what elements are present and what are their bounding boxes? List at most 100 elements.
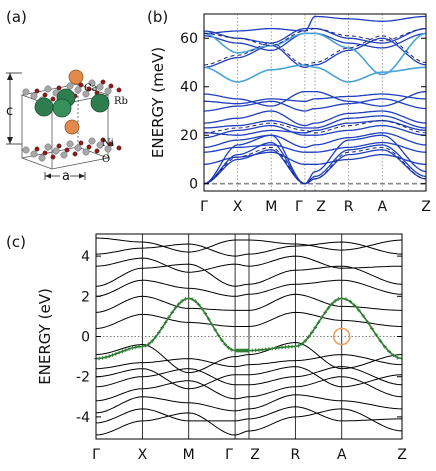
o-atom [94,148,100,154]
highlight-marker [323,310,327,315]
ni-atom [104,145,112,153]
o-atom [56,85,62,91]
atom-label-ni: Ni [102,138,114,149]
band-line [203,27,427,44]
highlight-marker [333,299,337,303]
highlight-marker [306,335,311,339]
highlight-marker [107,354,112,359]
highlight-marker [277,345,281,350]
rb-atom [52,98,72,118]
o-atom [72,151,78,157]
o-atom [34,88,40,94]
o-atom [50,96,56,102]
highlight-marker [296,344,301,348]
highlight-marker [200,306,204,311]
highlight-marker [140,344,145,349]
highlight-marker [280,345,284,350]
band-line [95,293,403,313]
k-point-label: A [337,447,347,463]
highlight-marker [160,325,165,330]
highlight-marker [167,315,171,320]
highlight-marker [382,344,387,349]
highlight-marker [313,325,318,330]
band-line [95,354,403,370]
highlight-marker [100,356,105,360]
highlight-marker [286,344,291,349]
highlight-marker [370,326,374,331]
highlight-marker [290,344,294,349]
atom-label-rb: Rb [114,96,128,107]
highlight-marker [229,348,234,352]
o-atom [86,144,92,150]
highlight-marker [257,348,261,352]
o-atom [108,141,114,147]
a-arrow-head [79,173,85,179]
band-line [203,132,427,149]
highlight-marker [196,302,201,307]
band-line [203,120,427,134]
panel-b-label: (b) [147,8,168,26]
k-point-label: Γ [225,447,233,463]
y-tick-label: -2 [76,370,90,386]
marker-circle [332,327,351,346]
band-line [203,110,427,127]
highlight-marker [329,302,334,306]
band-line [95,255,402,273]
y-tick-label: 4 [81,249,90,265]
highlight-marker [303,339,308,343]
highlight-marker [216,333,221,338]
ni-atom [22,146,30,154]
y-axis-label: ENERGY (eV) [36,288,54,385]
highlight-marker [97,356,102,361]
highlight-marker [203,311,208,316]
c-arrow-head [7,137,13,144]
highlight-marker [263,347,268,352]
highlight-marker [220,338,224,343]
highlight-marker [310,330,314,335]
band-line [203,124,427,139]
highlight-marker [133,345,138,350]
band-line [204,15,427,35]
y-tick-label: 0 [189,177,198,193]
band-line [203,141,427,153]
highlight-marker [150,339,155,343]
k-point-label: M [183,447,195,463]
highlight-marker [193,299,198,304]
band-line [95,376,403,402]
y-tick-label: 0 [81,330,90,346]
lattice-c-label: c [6,104,13,119]
ni-atom [60,151,68,159]
ni-atom [44,143,52,151]
ni-atom [96,83,104,91]
band-line [95,341,403,374]
highlight-marker [374,333,378,337]
band-line [95,406,402,424]
o-atom [108,83,114,89]
highlight-marker [339,296,344,301]
highlight-marker [348,299,353,304]
crystal-structure: c a Ca Rb Ni O [6,69,128,184]
highlight-marker [267,347,271,351]
highlight-marker [300,342,304,346]
highlight-marker [117,350,121,355]
highlight-marker [104,355,108,359]
ni-atom [74,86,82,94]
k-point-label: Z [397,447,407,463]
band-line [203,90,427,107]
highlight-marker [326,306,331,310]
rb-atom [90,93,110,113]
band-line [95,408,403,436]
k-point-label: Z [421,199,431,215]
highlight-marker [157,330,161,335]
band-line [95,279,403,297]
highlight-marker [336,297,341,301]
band-line [203,35,427,66]
ni-atom [38,154,46,162]
ca-atom [64,119,80,135]
highlight-marker [127,347,131,351]
highlight-marker [260,347,265,352]
band-line [203,134,427,185]
ni-atom [74,144,82,152]
highlight-marker [226,345,231,350]
highlight-marker [316,320,321,325]
